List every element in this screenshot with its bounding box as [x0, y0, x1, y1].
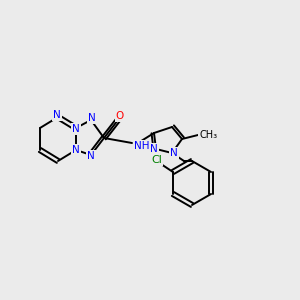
Text: Cl: Cl: [152, 155, 162, 165]
Text: N: N: [150, 144, 158, 154]
Text: N: N: [170, 148, 178, 158]
Text: CH₃: CH₃: [199, 130, 217, 140]
Text: N: N: [53, 110, 61, 120]
Text: N: N: [72, 145, 80, 155]
Text: N: N: [88, 113, 96, 123]
Text: NH: NH: [134, 141, 149, 151]
Text: N: N: [72, 124, 80, 134]
Text: O: O: [116, 111, 124, 121]
Text: N: N: [87, 151, 95, 161]
